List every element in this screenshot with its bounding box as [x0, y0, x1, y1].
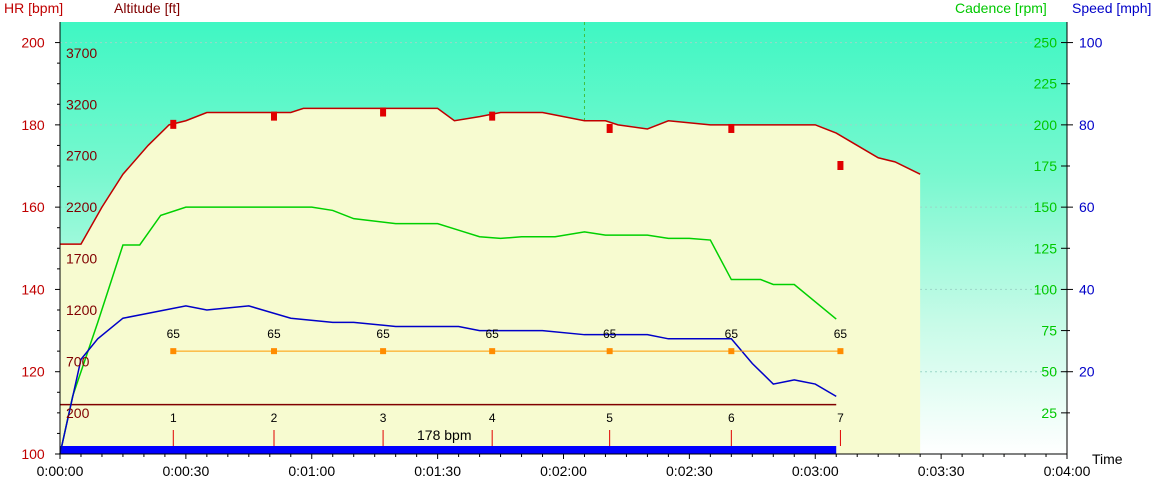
lap-number-label: 4: [489, 411, 496, 425]
lap-value-label: 65: [603, 327, 617, 341]
cadence-tick-label: 25: [1041, 405, 1057, 421]
hr-marker: [837, 161, 844, 170]
lap-number-label: 1: [170, 411, 177, 425]
time-tick-label: 0:01:30: [414, 463, 461, 479]
time-axis-title: Time: [1092, 451, 1123, 467]
altitude-tick-label: 1700: [66, 251, 97, 267]
hr-tick-label: 160: [21, 199, 45, 215]
lap-number-label: 3: [380, 411, 387, 425]
hr-tick-label: 200: [21, 35, 45, 51]
hr-marker: [270, 111, 277, 121]
cadence-tick-label: 200: [1034, 117, 1058, 133]
hr-zone-label: 178 bpm: [417, 427, 472, 443]
lap-value-label: 65: [167, 327, 181, 341]
cadence-axis-title: Cadence [rpm]: [955, 0, 1047, 16]
time-tick-label: 0:03:00: [792, 463, 839, 479]
hr-tick-label: 180: [21, 117, 45, 133]
lap-number-label: 6: [728, 411, 735, 425]
hr-marker: [380, 107, 387, 117]
altitude-tick-label: 3700: [66, 45, 97, 61]
speed-tick-label: 20: [1079, 364, 1095, 380]
lap-value-label: 65: [376, 327, 390, 341]
lap-value-label: 65: [725, 327, 739, 341]
cadence-tick-label: 50: [1041, 364, 1057, 380]
time-tick-label: 0:00:00: [37, 463, 84, 479]
altitude-axis-title: Altitude [ft]: [114, 0, 181, 16]
hr-tick-label: 120: [21, 364, 45, 380]
hr-marker: [170, 119, 177, 129]
hr-marker: [489, 111, 496, 121]
time-tick-label: 0:03:30: [918, 463, 965, 479]
cadence-tick-label: 75: [1041, 323, 1057, 339]
speed-tick-label: 80: [1079, 117, 1095, 133]
hr-marker: [606, 123, 613, 133]
lap-value-label: 65: [834, 327, 848, 341]
time-tick-label: 0:04:00: [1044, 463, 1091, 479]
lap-marker: [489, 348, 496, 355]
altitude-tick-label: 2200: [66, 199, 97, 215]
hr-tick-label: 100: [21, 446, 45, 462]
time-tick-label: 0:02:00: [540, 463, 587, 479]
hr-marker: [728, 123, 735, 133]
lap-value-label: 65: [485, 327, 499, 341]
lap-marker: [270, 348, 277, 355]
lap-marker: [606, 348, 613, 355]
cadence-line: [59, 206, 837, 455]
speed-tick-label: 60: [1079, 199, 1095, 215]
cadence-tick-label: 225: [1034, 76, 1058, 92]
lap-marker: [170, 348, 177, 355]
speed-tick-label: 100: [1079, 35, 1103, 51]
altitude-tick-label: 700: [66, 353, 90, 369]
altitude-tick-label: 3200: [66, 96, 97, 112]
lap-marker: [380, 348, 387, 355]
cadence-tick-label: 175: [1034, 158, 1058, 174]
lap-value-label: 65: [267, 327, 281, 341]
cadence-tick-label: 125: [1034, 240, 1058, 256]
speed-axis-title: Speed [mph]: [1072, 0, 1152, 16]
hr-area-fill: [60, 108, 921, 455]
hr-tick-label: 140: [21, 281, 45, 297]
cadence-tick-label: 250: [1034, 35, 1058, 51]
speed-tick-label: 40: [1079, 281, 1095, 297]
altitude-tick-label: 2700: [66, 148, 97, 164]
cadence-tick-label: 100: [1034, 281, 1058, 297]
time-tick-label: 0:00:30: [163, 463, 210, 479]
altitude-tick-label: 200: [66, 405, 90, 421]
lap-number-label: 5: [606, 411, 613, 425]
lap-number-label: 2: [271, 411, 278, 425]
lap-number-label: 7: [837, 411, 844, 425]
speed-line: [59, 305, 837, 455]
lap-marker: [728, 348, 735, 355]
altitude-tick-label: 1200: [66, 302, 97, 318]
lap-marker: [837, 348, 844, 355]
cadence-tick-label: 150: [1034, 199, 1058, 215]
time-tick-label: 0:01:00: [288, 463, 335, 479]
hr-axis-title: HR [bpm]: [4, 0, 64, 16]
time-tick-label: 0:02:30: [666, 463, 713, 479]
hr-zone-bar: [60, 446, 837, 454]
